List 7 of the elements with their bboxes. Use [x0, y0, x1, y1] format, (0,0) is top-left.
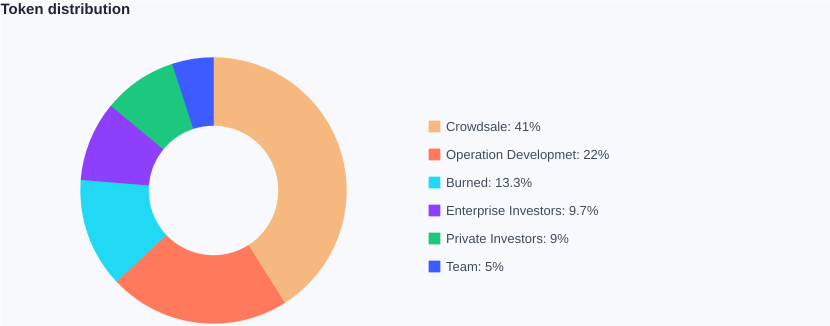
- legend-label: Private Investors: 9%: [446, 230, 569, 247]
- legend-label: Team: 5%: [446, 258, 504, 275]
- legend-label: Operation Developmet: 22%: [446, 146, 610, 163]
- legend-label: Crowdsale: 41%: [446, 118, 541, 135]
- legend-label: Enterprise Investors: 9.7%: [446, 202, 598, 219]
- legend-label: Burned: 13.3%: [446, 174, 532, 191]
- chart-title: Token distribution: [0, 1, 130, 18]
